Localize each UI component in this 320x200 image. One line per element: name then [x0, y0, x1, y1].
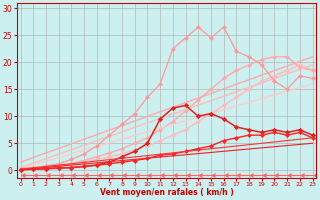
X-axis label: Vent moyen/en rafales ( km/h ): Vent moyen/en rafales ( km/h ) [100, 188, 233, 197]
